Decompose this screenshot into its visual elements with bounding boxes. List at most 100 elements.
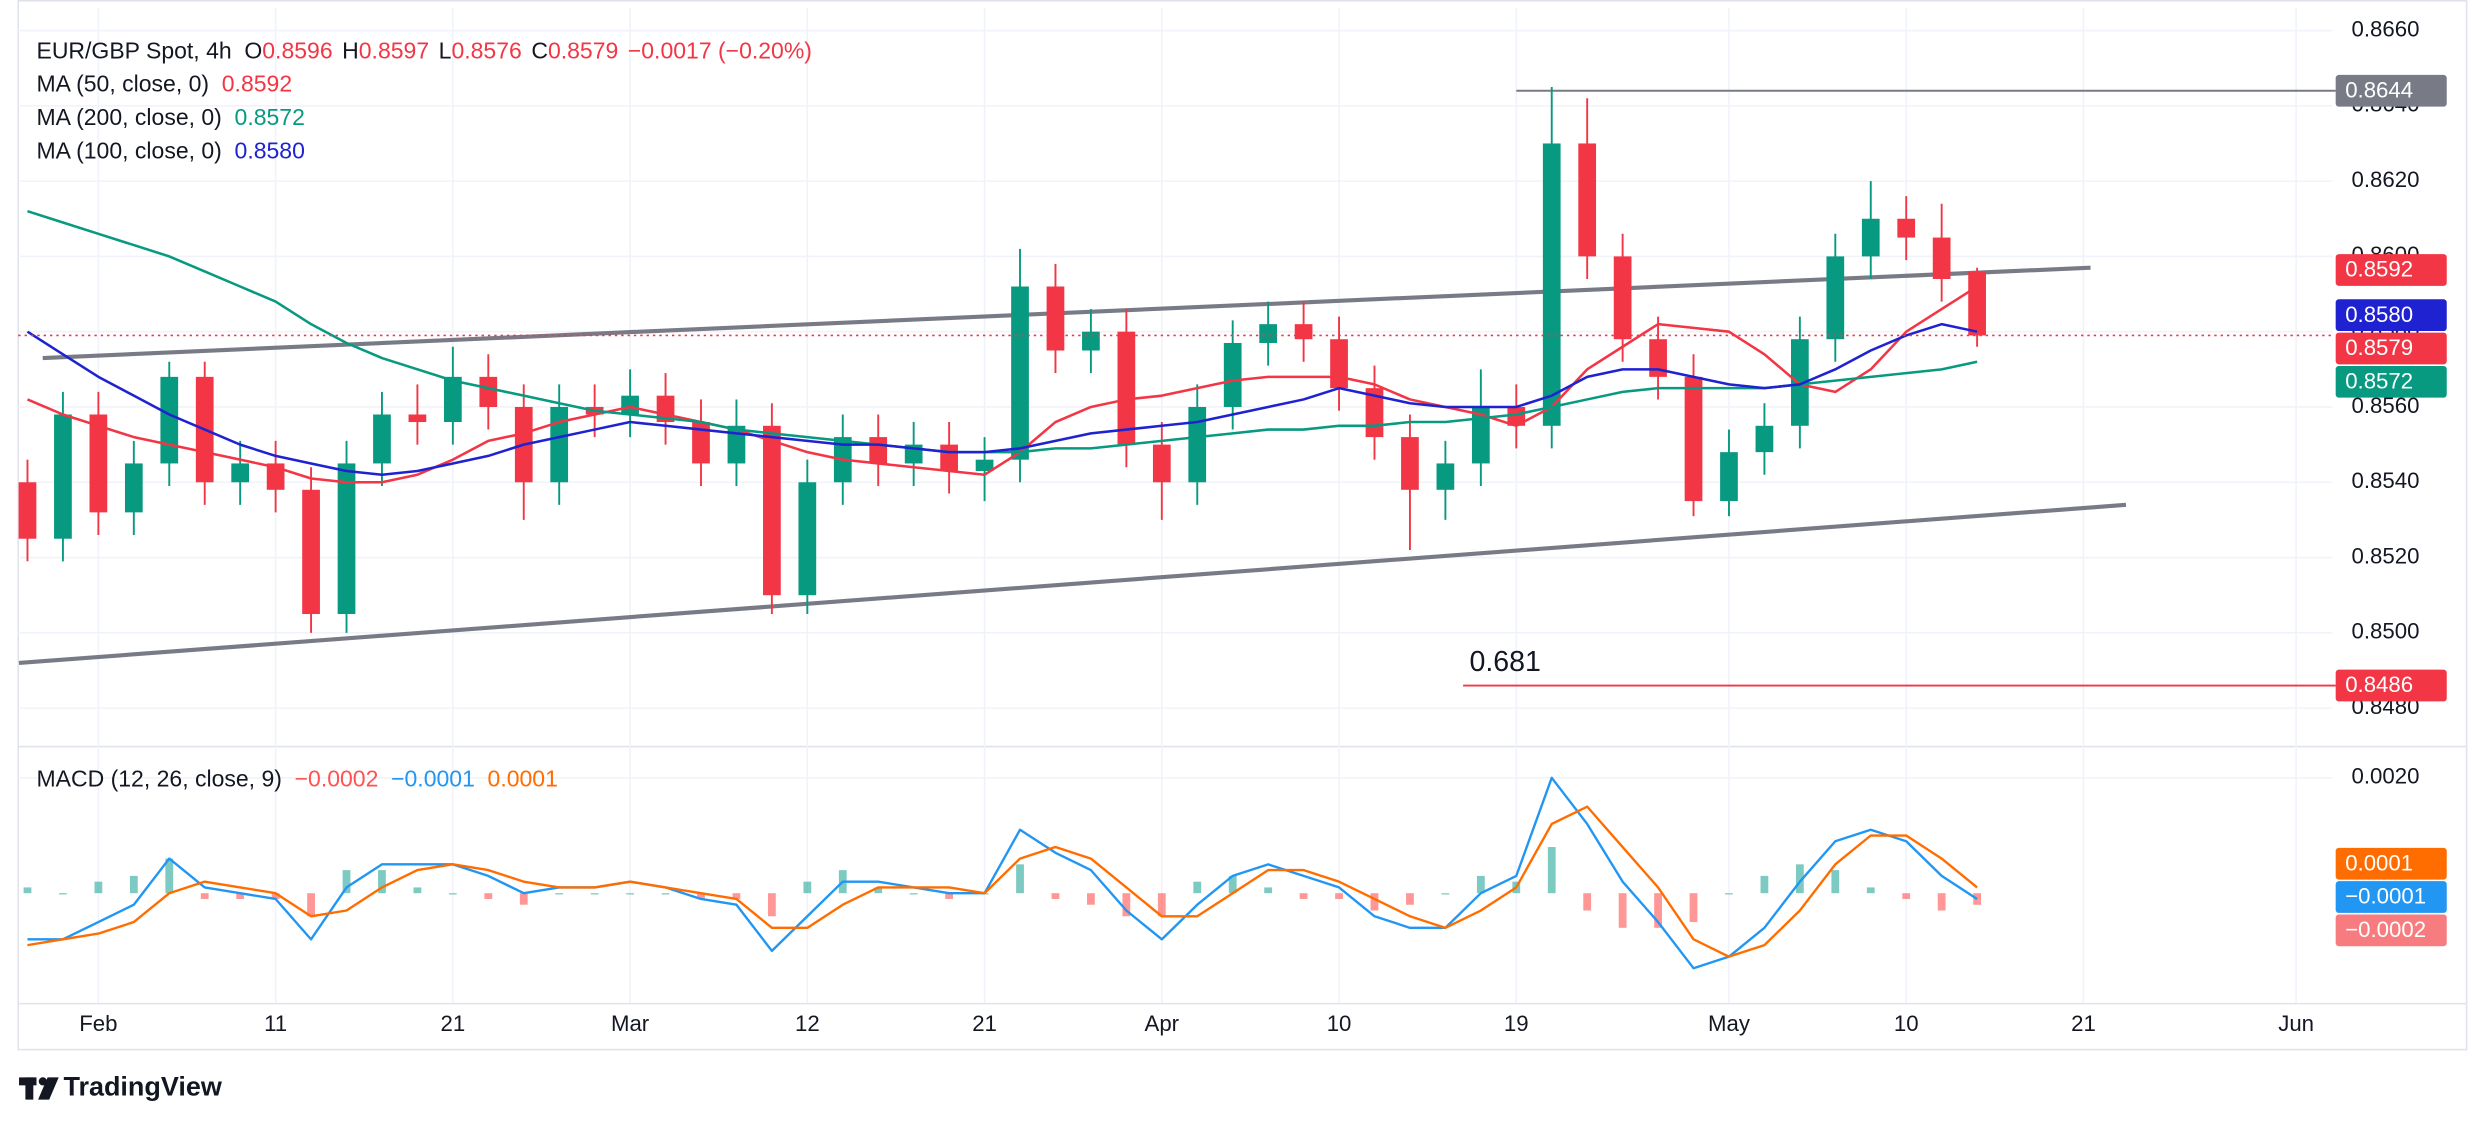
histogram-bar <box>129 875 138 894</box>
histogram-bar <box>484 893 493 899</box>
ma-badge: 0.8572 <box>2345 368 2413 393</box>
level-badge-bg <box>2335 74 2447 107</box>
candle-body <box>124 463 143 513</box>
ohlc-value: 0.8596 <box>262 37 332 63</box>
ma-value: 0.8572 <box>235 104 305 130</box>
macd-badge-bg <box>2335 847 2447 880</box>
candle-body <box>869 437 888 464</box>
x-tick-label: Feb <box>79 1011 117 1036</box>
y-tick-label: 0.8520 <box>2352 543 2420 568</box>
x-tick-label: Jun <box>2278 1011 2314 1036</box>
ma-badge: 0.8592 <box>2345 257 2413 282</box>
brand-logo <box>19 1077 59 1100</box>
histogram-bar <box>1760 875 1769 894</box>
candle-body <box>1046 286 1065 351</box>
ma-legend: MA (100, close, 0) 0.8580 <box>36 137 304 163</box>
ma-legend: MA (50, close, 0) 0.8592 <box>36 71 292 97</box>
signal-value: 0.0001 <box>488 766 558 792</box>
brand-name: TradingView <box>63 1072 222 1102</box>
candle-body <box>1507 406 1526 426</box>
y-tick-label: 0.8500 <box>2352 619 2420 644</box>
candle-body <box>1968 271 1986 336</box>
candle-body <box>302 489 320 615</box>
candle-body <box>1613 256 1632 340</box>
candle-body <box>1152 444 1171 483</box>
candle-body <box>1791 339 1809 426</box>
level-badge: 0.8486 <box>2345 672 2413 697</box>
change: −0.0017 (−0.20%) <box>628 37 812 63</box>
histogram-bar <box>1051 893 1060 899</box>
y-tick-label: 0.0020 <box>2352 764 2420 789</box>
histogram-bar <box>874 887 883 894</box>
macd-line <box>27 776 1978 970</box>
candle-body <box>408 414 427 423</box>
histogram-bar <box>661 893 670 895</box>
histogram-bar <box>448 893 457 895</box>
macd-badge: −0.0002 <box>2345 917 2426 942</box>
candle-body <box>1542 143 1561 426</box>
ma-name: MA (100, close, 0) <box>36 137 221 163</box>
candle-body <box>266 463 285 490</box>
histogram-bar <box>1725 893 1733 895</box>
x-tick-label: Apr <box>1145 1011 1180 1036</box>
histogram-bar <box>94 881 103 894</box>
candle-body <box>1330 339 1348 389</box>
candle-body <box>1720 452 1738 502</box>
histogram-bar <box>1441 893 1450 895</box>
histogram-bar <box>200 893 209 899</box>
candle-body <box>1223 342 1242 407</box>
ma-legend: MA (200, close, 0) 0.8572 <box>36 104 304 130</box>
candle-body <box>1861 218 1880 257</box>
ohlc-value: 0.8576 <box>451 37 521 63</box>
histogram-bar <box>1618 893 1627 928</box>
histogram-bar <box>1831 870 1840 894</box>
candle-body <box>54 414 72 539</box>
histogram-bar <box>307 893 315 917</box>
macd-legend: MACD (12, 26, close, 9) −0.0002 −0.0001 0.0… <box>36 766 557 792</box>
histogram-bar <box>1795 864 1804 894</box>
x-tick-label: Mar <box>611 1011 650 1036</box>
histogram-bar <box>236 893 245 899</box>
candle-body <box>1578 143 1597 257</box>
candle-body <box>1259 324 1278 343</box>
candle-body <box>1932 237 1951 279</box>
ma-value: 0.8592 <box>222 71 292 97</box>
histogram-bar <box>165 858 174 894</box>
candle-body <box>692 422 710 464</box>
candle-body <box>1649 339 1667 377</box>
candle-body <box>1188 406 1207 483</box>
candle-body <box>727 425 746 464</box>
histogram-bar <box>590 893 599 895</box>
candle-body <box>1401 437 1419 490</box>
histogram-bar <box>909 893 918 895</box>
y-tick-label: 0.8540 <box>2352 468 2420 493</box>
ohlc-value: 0.8597 <box>359 37 429 63</box>
candle-body <box>550 406 569 483</box>
candle-body <box>1117 331 1136 445</box>
logo-dot <box>38 1077 47 1086</box>
histogram-bar <box>271 893 280 899</box>
histogram-bar <box>1476 875 1485 894</box>
x-tick-label: 10 <box>1894 1011 1919 1036</box>
x-tick-label: 11 <box>264 1011 287 1036</box>
candle-body <box>763 425 781 596</box>
header: EUR/GBP Spot, 4h O0.8596 H0.8597 L0.8576 C0.… <box>36 37 811 63</box>
candle-body <box>1826 256 1845 340</box>
ma-badge-bg <box>2335 254 2447 286</box>
candle-body <box>1082 331 1100 351</box>
logo-slash <box>38 1077 59 1100</box>
candle-body <box>1294 324 1313 340</box>
macd-badge: 0.0001 <box>2345 850 2413 875</box>
macd-badge: −0.0001 <box>2345 884 2426 909</box>
moving-average-line <box>27 210 1978 454</box>
ohlc-value: 0.8579 <box>548 37 618 63</box>
candle-body <box>621 395 639 415</box>
ohlc-key: H <box>342 37 359 63</box>
signal-line <box>27 805 1978 958</box>
histogram-bar <box>413 887 422 894</box>
candle-body <box>337 463 356 615</box>
ma-badge: 0.8580 <box>2345 302 2413 327</box>
ma-name: MA (50, close, 0) <box>36 71 209 97</box>
candle-body <box>1011 286 1029 460</box>
